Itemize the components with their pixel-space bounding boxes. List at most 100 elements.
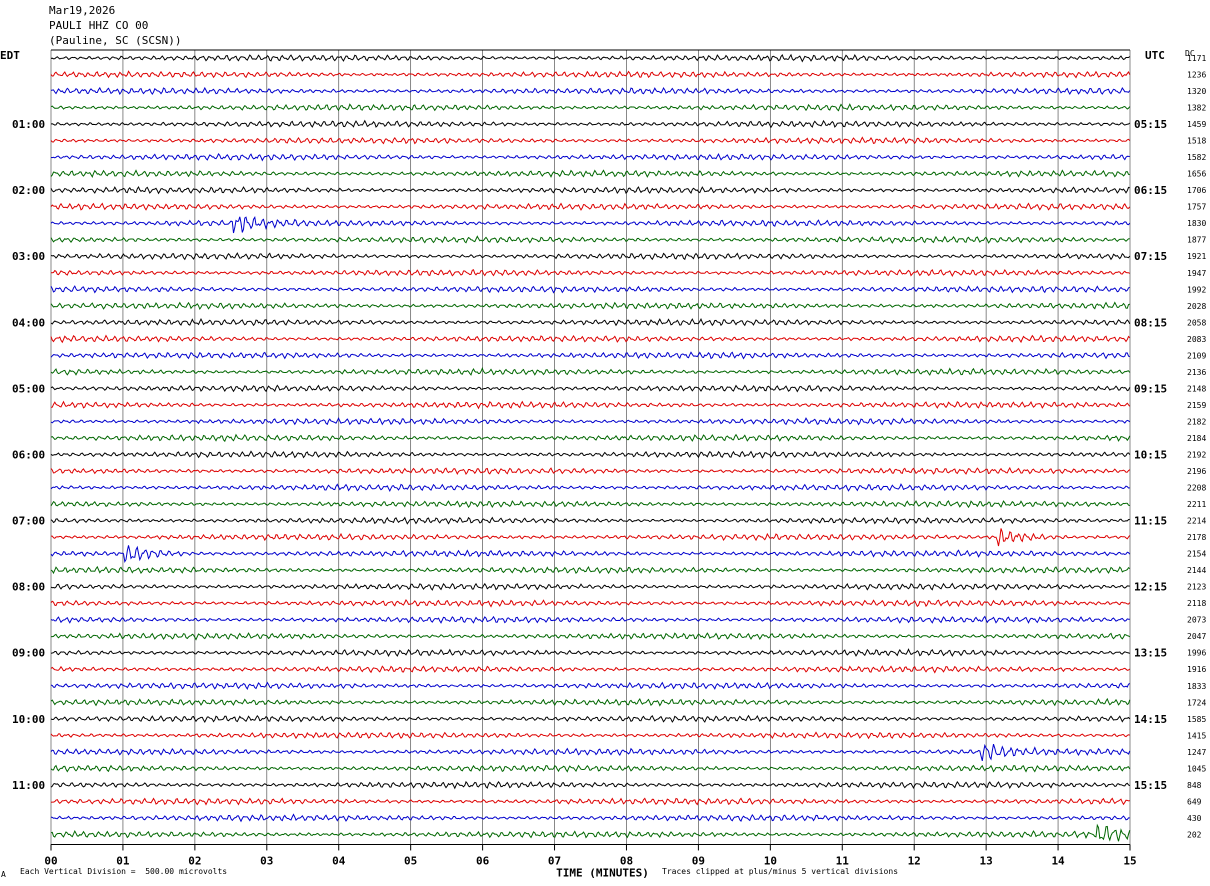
trace-line (50, 632, 1131, 641)
x-tick-label: 01 (116, 854, 130, 867)
dc-offset-label: 1518 (1187, 137, 1206, 146)
dc-offset-label: 2083 (1187, 335, 1206, 344)
station-location: (Pauline, SC (SCSN)) (49, 34, 182, 47)
trace-line (50, 301, 1130, 311)
trace-line (50, 450, 1131, 459)
trace-line (50, 367, 1131, 376)
trace-line (50, 152, 1130, 162)
trace-line (51, 528, 1131, 547)
trace-line (50, 648, 1130, 657)
right-time-label: 07:15 (1134, 250, 1167, 263)
right-time-label: 15:15 (1134, 779, 1167, 792)
dc-offset-label: 2159 (1187, 401, 1206, 410)
trace-line (50, 813, 1130, 823)
left-time-label: 08:00 (12, 581, 45, 594)
x-tick-label: 14 (1051, 854, 1065, 867)
trace-line (50, 797, 1130, 806)
station-code: PAULI HHZ CO 00 (49, 19, 149, 32)
trace-line (50, 400, 1131, 410)
dc-label: DC (1185, 49, 1195, 58)
x-tick-label: 05 (404, 854, 417, 867)
trace-line (50, 119, 1131, 129)
dc-offset-label: 1706 (1187, 186, 1206, 195)
dc-offset-label: 1921 (1187, 252, 1206, 261)
trace-line (50, 136, 1131, 145)
x-tick-label: 08 (620, 854, 633, 867)
trace-line (50, 53, 1131, 63)
dc-offset-label: 2109 (1187, 351, 1206, 360)
trace-line (50, 86, 1131, 96)
x-tick-label: 15 (1123, 854, 1136, 867)
dc-offset-label: 1382 (1187, 104, 1206, 113)
dc-offset-label: 1459 (1187, 120, 1206, 129)
trace-line (50, 334, 1131, 344)
x-tick-label: 06 (476, 854, 490, 867)
left-time-label: 06:00 (12, 448, 45, 461)
trace-line (50, 681, 1131, 690)
trace-line (50, 317, 1131, 327)
dc-offset-label: 2118 (1187, 599, 1206, 608)
dc-offset-label: 848 (1187, 781, 1202, 790)
dc-offset-label: 2144 (1187, 566, 1206, 575)
dc-offset-label: 2154 (1187, 550, 1206, 559)
dc-offset-label: 2211 (1187, 500, 1206, 509)
right-time-label: 05:15 (1134, 118, 1167, 131)
left-time-label: 02:00 (12, 184, 45, 197)
trace-line (50, 545, 1131, 564)
dc-offset-label: 2073 (1187, 616, 1206, 625)
trace-line (50, 665, 1131, 674)
scale-note: Each Vertical Division = 500.00 microvol… (20, 867, 228, 876)
dc-offset-label: 2182 (1187, 417, 1206, 426)
trace-line (50, 285, 1131, 294)
trace-line (50, 103, 1131, 112)
left-time-label: 10:00 (12, 713, 45, 726)
dc-offset-label: 1415 (1187, 731, 1206, 740)
x-tick-label: 11 (836, 854, 850, 867)
trace-line (50, 417, 1131, 426)
dc-offset-label: 2123 (1187, 583, 1206, 592)
dc-offset-label: 649 (1187, 797, 1202, 806)
trace-line (50, 215, 1131, 234)
trace-line (50, 252, 1131, 261)
left-time-label: 05:00 (12, 382, 45, 395)
trace-line (50, 565, 1131, 575)
dc-offset-label: 2058 (1187, 318, 1206, 327)
x-tick-label: 03 (260, 854, 273, 867)
trace-line (50, 169, 1130, 178)
trace-line (50, 823, 1131, 842)
x-tick-label: 04 (332, 854, 346, 867)
x-axis-label: TIME (MINUTES) (556, 866, 649, 879)
plot-date: Mar19,2026 (49, 4, 116, 17)
trace-line (50, 351, 1131, 360)
trace-line (50, 269, 1131, 277)
dc-offset-label: 2208 (1187, 484, 1206, 493)
trace-line (50, 466, 1131, 476)
dc-offset-label: 1947 (1187, 269, 1206, 278)
dc-offset-label: 1830 (1187, 219, 1206, 228)
x-tick-label: 02 (188, 854, 201, 867)
trace-line (50, 714, 1131, 724)
trace-line (50, 697, 1131, 707)
x-tick-label: 13 (980, 854, 993, 867)
trace-line (50, 384, 1131, 393)
trace-line (50, 615, 1130, 624)
dc-offset-label: 1171 (1187, 54, 1206, 63)
dc-offset-label: 1877 (1187, 236, 1206, 245)
clip-note: Traces clipped at plus/minus 5 vertical … (662, 867, 899, 876)
right-time-label: 08:15 (1134, 316, 1167, 329)
dc-offset-label: 430 (1187, 814, 1202, 823)
x-tick-label: 00 (44, 854, 57, 867)
left-time-label: 03:00 (12, 250, 45, 263)
trace-line (50, 780, 1131, 790)
dc-offset-label: 2178 (1187, 533, 1206, 542)
right-time-label: 14:15 (1134, 713, 1167, 726)
corner-mark: A (1, 870, 6, 879)
dc-offset-label: 1320 (1187, 87, 1206, 96)
dc-offset-label: 2028 (1187, 302, 1206, 311)
dc-offset-label: 1916 (1187, 665, 1206, 674)
left-time-label: 11:00 (12, 779, 45, 792)
trace-line (50, 582, 1130, 591)
trace-line (50, 202, 1131, 211)
